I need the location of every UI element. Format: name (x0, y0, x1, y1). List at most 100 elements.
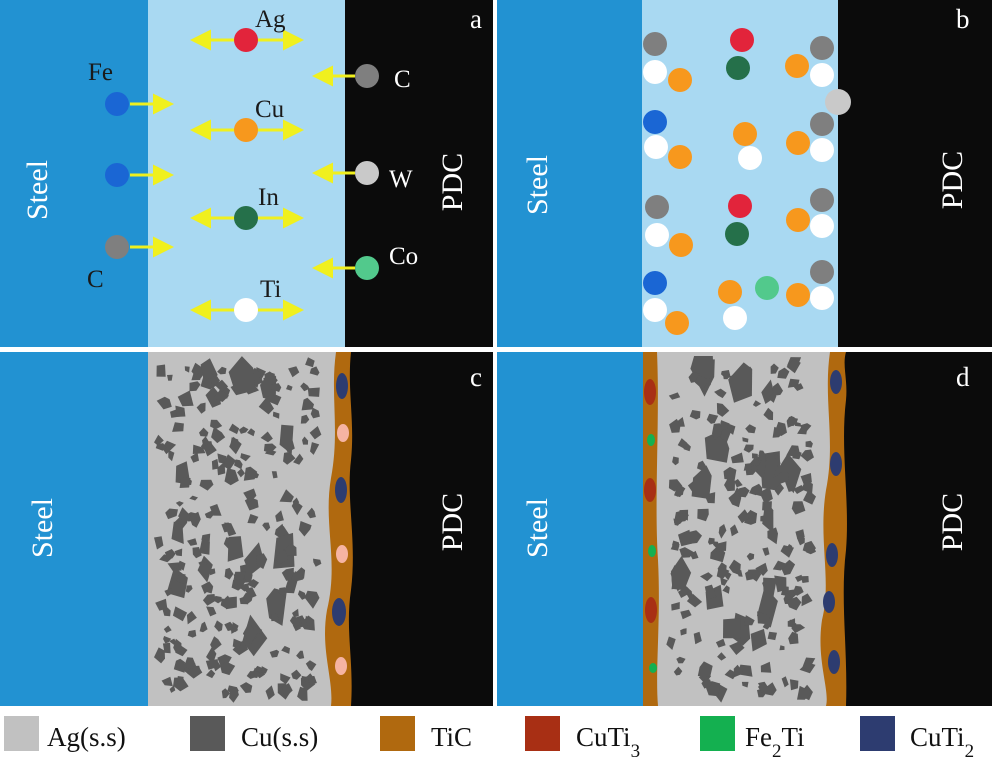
cu-particle (242, 592, 254, 605)
cu-particle (217, 461, 226, 476)
cu-particle (156, 396, 172, 410)
cu-particle (247, 514, 259, 524)
panel-d: Steel PDC d (497, 352, 992, 706)
cu-particle (797, 534, 805, 546)
cu-particle (803, 489, 816, 505)
pdc-region (838, 0, 992, 347)
cu-particle (800, 423, 812, 432)
cu-particle (770, 363, 779, 374)
cu-particle (161, 676, 173, 687)
cu-particle (205, 659, 218, 670)
cu-particle (217, 453, 227, 464)
cuti2-phase (826, 543, 838, 567)
label-co: Co (389, 243, 418, 270)
label-ag: Ag (255, 6, 286, 33)
cu-particle (187, 667, 203, 679)
cu-particle (200, 377, 213, 390)
cu-particle (746, 552, 755, 561)
legend-label: Ag(s.s) (47, 722, 126, 752)
cu-particle (297, 590, 307, 600)
pink-phase (337, 424, 349, 442)
cu-particle (779, 645, 785, 651)
cu-particle (741, 681, 749, 688)
cu-particle (221, 688, 231, 699)
legend-label: Cu(s.s) (241, 722, 318, 752)
cu-particle (246, 671, 260, 679)
cu-particle (786, 416, 798, 428)
cu-particle (760, 661, 772, 673)
tic-layer-pdc-side (820, 352, 847, 706)
cu-particle (800, 576, 809, 583)
cu-particle (697, 508, 709, 522)
cu-particle (177, 560, 186, 571)
pink-phase (335, 657, 347, 675)
legend-label: Fe2Ti (745, 722, 805, 759)
cu-particle (304, 590, 320, 609)
atom-fe (643, 110, 667, 134)
atom-c (355, 64, 379, 88)
cu-particle (757, 611, 771, 625)
cu-particle (155, 598, 168, 611)
cuti2-phase (336, 373, 348, 399)
cu-particle (266, 394, 282, 406)
cu-particle (743, 444, 754, 453)
cu-particle (154, 434, 164, 446)
cu-particle (793, 383, 804, 391)
cu-particle (164, 549, 176, 559)
cu-particle (173, 677, 189, 692)
cu-particle (172, 606, 188, 622)
cuti2-phase (830, 452, 842, 476)
atom-c (810, 112, 834, 136)
cu-particle (189, 495, 198, 501)
cu-particle (772, 560, 789, 571)
cu-particle (281, 683, 293, 698)
cu-particle (163, 625, 172, 633)
cuti2-phase (332, 598, 346, 626)
cu-particle (310, 442, 320, 455)
atom-ti (810, 63, 834, 87)
atom-ti (234, 298, 258, 322)
cu-particle (737, 664, 753, 677)
cu-particle (258, 396, 274, 415)
atom-c (810, 260, 834, 284)
panel-c: Steel PDC c (0, 352, 493, 706)
cu-particle (729, 641, 745, 655)
atom-w (355, 161, 379, 185)
panel-letter: c (470, 362, 482, 392)
cu-particle (801, 479, 813, 494)
cu-particle (234, 459, 243, 470)
cu-particle (758, 451, 766, 461)
cu-particle (750, 628, 767, 652)
pdc-label: PDC (436, 153, 469, 211)
cu-particle (775, 472, 789, 484)
atom-ag (728, 194, 752, 218)
cu-particle (750, 458, 761, 466)
cu-particle (752, 453, 759, 460)
legend-swatch (380, 716, 415, 751)
cu-particle (209, 504, 222, 516)
cu-particle (292, 608, 299, 618)
cu-particle (743, 615, 755, 626)
atom-cu (786, 208, 810, 232)
element-labels: Ag Fe Cu C W In Co Ti C (87, 6, 418, 303)
cu-particle (795, 529, 805, 539)
cu-particle (746, 510, 756, 521)
cu-particle (730, 524, 739, 537)
cu-particle (291, 500, 303, 516)
cu-particle (175, 501, 184, 507)
cu-particle (713, 541, 720, 549)
cu-particle (671, 556, 692, 591)
label-fe: Fe (88, 59, 113, 86)
legend-swatch (190, 716, 225, 751)
cu-particle (678, 529, 692, 547)
cu-particle (154, 536, 164, 550)
tic-layer-steel-side (643, 352, 659, 706)
cu-particle (269, 649, 280, 658)
cu-particle (720, 429, 732, 443)
cu-particle (781, 676, 789, 688)
cuti3-phase (645, 597, 657, 623)
cu-particle (187, 538, 198, 546)
cu-particle (672, 456, 679, 466)
cu-particle (155, 443, 167, 451)
steel-region (497, 0, 642, 347)
